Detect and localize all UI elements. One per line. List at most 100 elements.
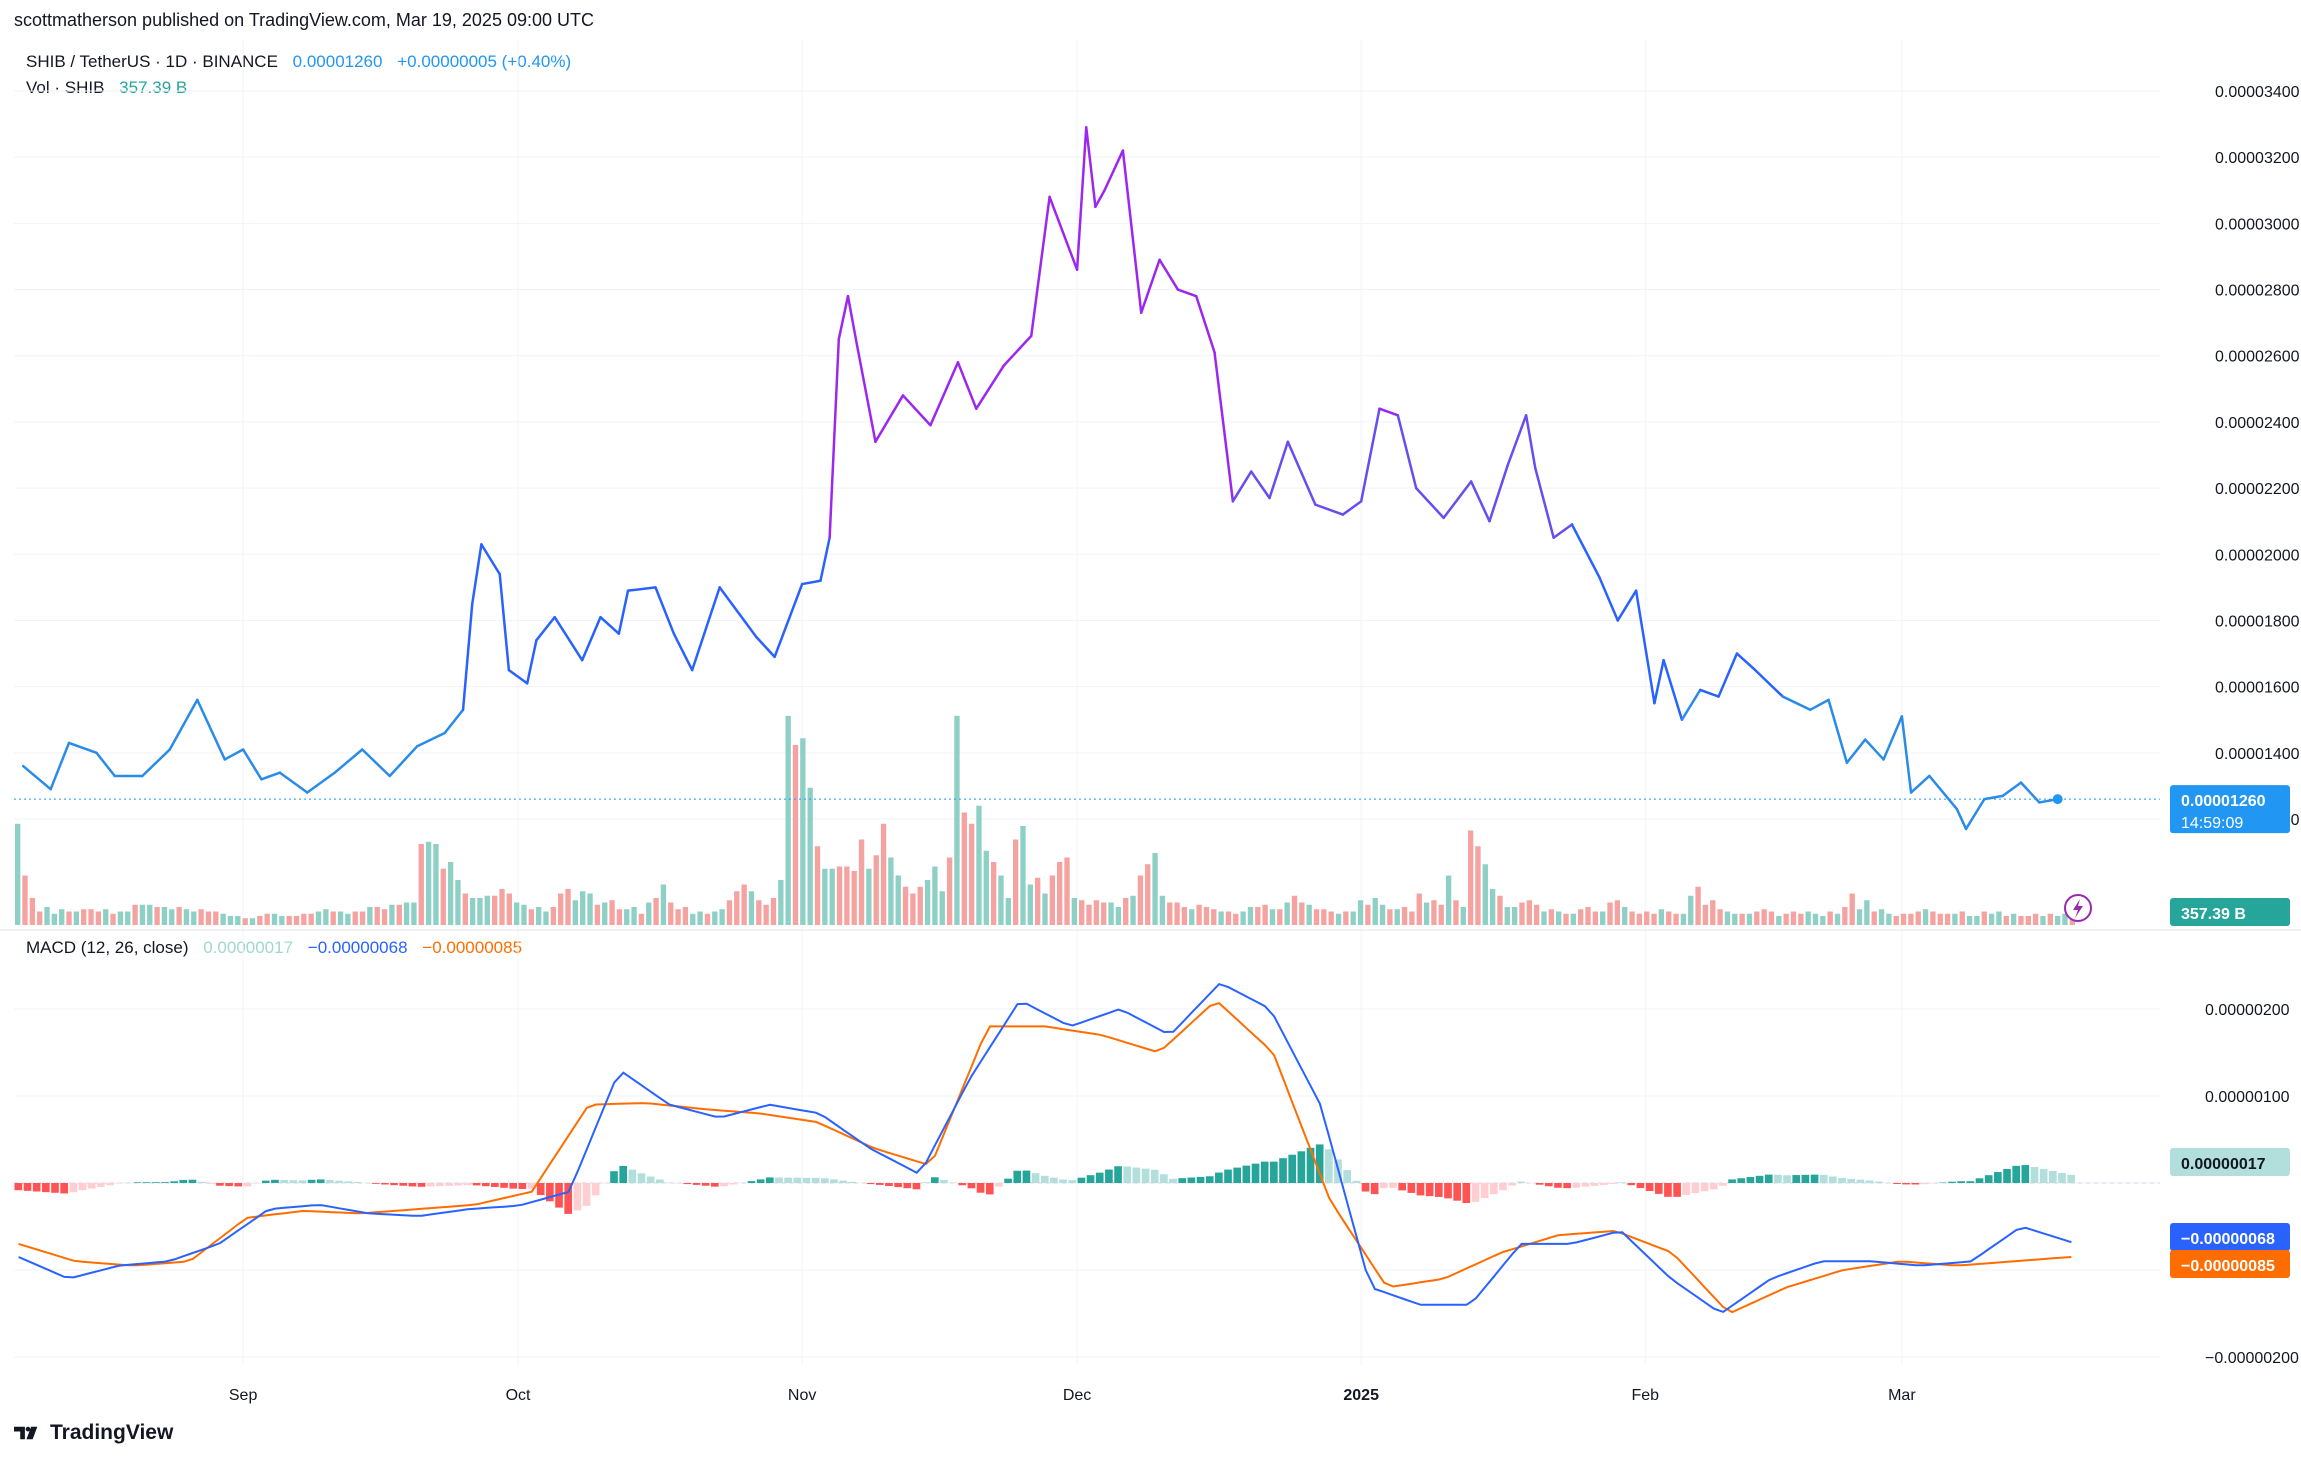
macd-label[interactable]: MACD (12, 26, close) bbox=[26, 938, 189, 957]
volume-bar bbox=[550, 907, 557, 925]
macd-hist-bar bbox=[1141, 1168, 1150, 1183]
macd-hist-bar bbox=[1975, 1178, 1984, 1183]
lightning-icon bbox=[2064, 894, 2092, 922]
volume-bar bbox=[1930, 911, 1936, 925]
macd-hist-bar bbox=[518, 1183, 527, 1189]
macd-axis[interactable]: 0.00000200 0.00000100 −0.00000200 bbox=[2205, 1002, 2299, 1367]
macd-hist-bar bbox=[665, 1182, 673, 1183]
macd-hist-bar bbox=[1508, 1183, 1516, 1186]
volume-bar bbox=[1460, 907, 1466, 925]
macd-hist-bar bbox=[1709, 1183, 1718, 1190]
macd-hist-bar bbox=[912, 1183, 921, 1190]
volume-bar bbox=[1622, 907, 1628, 925]
macd-hist-bar bbox=[894, 1183, 902, 1188]
macd-hist-bar bbox=[2067, 1174, 2075, 1183]
volume-bar bbox=[154, 907, 160, 925]
price-segment bbox=[260, 771, 282, 781]
volume-bar bbox=[447, 862, 454, 925]
macd-hist-bar bbox=[1792, 1175, 1801, 1183]
volume-bar bbox=[1629, 911, 1635, 925]
brand-name: TradingView bbox=[50, 1421, 174, 1444]
volume-value: 357.39 B bbox=[119, 78, 188, 97]
macd-hist-bar bbox=[820, 1178, 829, 1183]
price-segment bbox=[1699, 688, 1720, 698]
macd-hist-bar bbox=[1691, 1183, 1700, 1194]
macd-hist-bar bbox=[1389, 1183, 1397, 1188]
macd-hist-bar bbox=[591, 1183, 600, 1196]
price-segment bbox=[388, 744, 419, 778]
volume-bar bbox=[763, 904, 769, 925]
volume-bar bbox=[998, 875, 1004, 925]
volume-bar bbox=[1915, 911, 1921, 925]
price-segment bbox=[800, 579, 822, 586]
volume-bar bbox=[1937, 913, 1943, 925]
time-axis[interactable]: Sep Oct Nov Dec 2025 Feb Mar bbox=[229, 1387, 1916, 1404]
volume-bar bbox=[1592, 911, 1599, 925]
volume-bar bbox=[1732, 913, 1738, 925]
volume-bar bbox=[888, 857, 894, 925]
volume-bar bbox=[770, 898, 777, 925]
macd-hist-bar bbox=[1893, 1183, 1901, 1184]
volume-bar bbox=[785, 715, 791, 925]
macd-hist-bar bbox=[784, 1177, 792, 1183]
volume-bar bbox=[1475, 846, 1481, 925]
volume-bar bbox=[389, 904, 395, 925]
volume-bar bbox=[1541, 911, 1547, 925]
volume-bar bbox=[513, 902, 520, 925]
volume-bar bbox=[37, 911, 43, 925]
volume-bar bbox=[778, 880, 784, 925]
volume-bar bbox=[161, 907, 168, 925]
volume-bar bbox=[594, 904, 601, 925]
volume-bar bbox=[1827, 911, 1833, 925]
volume-bar bbox=[1783, 913, 1789, 925]
price-segment bbox=[1396, 414, 1418, 490]
price-segment bbox=[1653, 658, 1665, 705]
tradingview-brand[interactable]: TradingView bbox=[14, 1421, 173, 1445]
macd-hist-bar bbox=[426, 1183, 435, 1187]
macd-hist-bar bbox=[243, 1183, 252, 1187]
price-segment bbox=[1534, 466, 1555, 539]
macd-hist-bar bbox=[1673, 1183, 1681, 1197]
volume-bar bbox=[1335, 913, 1342, 925]
volume-bar bbox=[1981, 911, 1987, 925]
volume-bar bbox=[1489, 889, 1496, 925]
macd-hist-bar bbox=[170, 1181, 178, 1183]
volume-bar bbox=[81, 909, 87, 925]
volume-bar bbox=[352, 911, 358, 925]
macd-hist-bar bbox=[271, 1179, 279, 1183]
macd-hist-bar bbox=[610, 1171, 618, 1183]
price-axis[interactable]: 0.00003400 0.00003200 0.00003000 0.00002800… bbox=[2215, 84, 2300, 829]
volume-bar bbox=[103, 909, 109, 925]
macd-hist-bar bbox=[1554, 1183, 1562, 1188]
volume-bar bbox=[734, 891, 740, 925]
macd-hist-bar bbox=[1205, 1176, 1214, 1183]
volume-bar bbox=[521, 904, 527, 925]
macd-hist-bar bbox=[491, 1183, 499, 1187]
macd-hist-bar bbox=[1645, 1183, 1654, 1192]
macd-hist-bar bbox=[1865, 1180, 1874, 1183]
volume-bar bbox=[1886, 913, 1892, 925]
macd-hist-bar bbox=[1764, 1174, 1773, 1183]
price-segment bbox=[525, 639, 538, 685]
macd-hist-bar bbox=[335, 1180, 343, 1183]
volume-label[interactable]: Vol · SHIB bbox=[26, 78, 105, 97]
volume-bar bbox=[469, 898, 476, 925]
macd-hist-bar bbox=[903, 1183, 912, 1189]
price-segment bbox=[1286, 440, 1317, 506]
macd-hist-bar bbox=[417, 1183, 426, 1187]
macd-hist-bar bbox=[1984, 1175, 1993, 1183]
volume-bar bbox=[374, 907, 380, 925]
symbol-label[interactable]: SHIB / TetherUS · 1D · BINANCE bbox=[26, 52, 278, 71]
macd-hist-bar bbox=[206, 1183, 215, 1184]
macd-hist-bar bbox=[371, 1183, 380, 1184]
volume-bar bbox=[609, 900, 615, 925]
volume-bar bbox=[411, 902, 417, 925]
volume-bar bbox=[264, 913, 270, 925]
price-segment bbox=[1103, 149, 1125, 192]
volume-bar bbox=[792, 745, 799, 925]
macd-hist-bar bbox=[656, 1179, 664, 1183]
volume-bar bbox=[220, 913, 226, 925]
volume-bar bbox=[1431, 900, 1437, 925]
price-segment bbox=[1827, 698, 1849, 764]
